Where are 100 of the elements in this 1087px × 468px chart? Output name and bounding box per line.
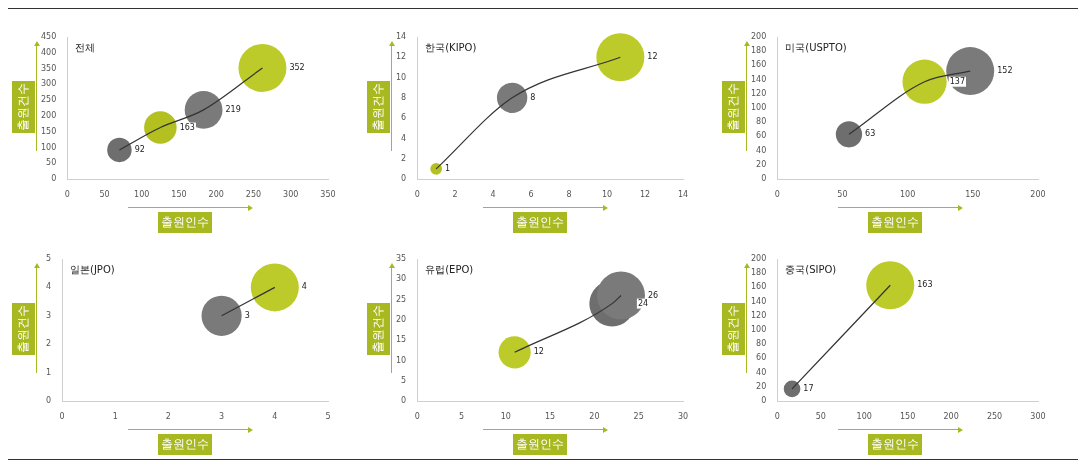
x-tick-label: 50 bbox=[99, 189, 110, 199]
x-tick-label: 30 bbox=[677, 411, 689, 421]
y-tick-label: 140 bbox=[750, 296, 767, 306]
y-tick-label: 180 bbox=[750, 46, 767, 56]
x-tick-label: 0 bbox=[774, 189, 780, 199]
y-tick-label: 0 bbox=[45, 396, 51, 406]
x-axis-title: 출원인수 bbox=[868, 212, 922, 233]
y-tick-label: 450 bbox=[40, 32, 57, 42]
x-tick-label: 200 bbox=[1030, 189, 1046, 199]
y-tick-label: 60 bbox=[756, 353, 767, 363]
data-label: 219 bbox=[225, 104, 241, 114]
data-label: 26 bbox=[647, 290, 659, 300]
data-label: 4 bbox=[301, 282, 307, 292]
y-tick-label: 120 bbox=[750, 88, 767, 98]
data-label: 3 bbox=[244, 310, 250, 320]
data-label: 12 bbox=[647, 52, 658, 62]
x-tick-label: 100 bbox=[856, 411, 872, 421]
y-tick-label: 20 bbox=[395, 314, 407, 324]
y-tick-label: 400 bbox=[40, 47, 57, 57]
y-tick-label: 8 bbox=[401, 92, 407, 102]
data-label: 12 bbox=[533, 347, 544, 357]
y-tick-label: 20 bbox=[756, 159, 767, 169]
y-tick-label: 4 bbox=[401, 133, 407, 143]
x-tick-label: 0 bbox=[64, 189, 70, 199]
y-tick-label: 2 bbox=[401, 153, 407, 163]
y-tick-label: 200 bbox=[750, 32, 767, 42]
x-tick-label: 0 bbox=[414, 189, 420, 199]
y-axis-title: 출원건수 bbox=[12, 81, 35, 133]
y-tick-label: 40 bbox=[756, 367, 767, 377]
y-tick-label: 14 bbox=[395, 32, 407, 42]
x-tick-label: 4 bbox=[272, 411, 278, 421]
y-tick-label: 40 bbox=[756, 145, 767, 155]
y-tick-label: 0 bbox=[761, 174, 767, 184]
x-tick-label: 0 bbox=[774, 411, 780, 421]
x-tick-label: 50 bbox=[837, 189, 848, 199]
data-label: 17 bbox=[803, 384, 814, 394]
x-tick-label: 350 bbox=[320, 189, 336, 199]
text: 한국(KIPO) bbox=[425, 41, 477, 53]
y-tick-label: 5 bbox=[401, 375, 407, 385]
x-tick-label: 300 bbox=[283, 189, 299, 199]
y-tick-label: 100 bbox=[750, 325, 767, 335]
y-tick-label: 5 bbox=[45, 254, 51, 264]
x-tick-label: 2 bbox=[452, 189, 458, 199]
x-tick-label: 150 bbox=[965, 189, 981, 199]
y-tick-label: 200 bbox=[750, 254, 767, 264]
x-tick-label: 0 bbox=[414, 411, 420, 421]
y-tick-label: 15 bbox=[395, 335, 407, 345]
y-tick-label: 4 bbox=[45, 282, 51, 292]
x-tick-label: 100 bbox=[134, 189, 150, 199]
x-tick-label: 100 bbox=[899, 189, 916, 199]
y-axis-title: 출원건수 bbox=[367, 81, 390, 133]
text: 전체 bbox=[75, 41, 96, 53]
data-label: 163 bbox=[179, 122, 195, 132]
y-tick-label: 140 bbox=[750, 74, 767, 84]
x-axis-title: 출원인수 bbox=[513, 212, 567, 233]
text: 미국(USPTO) bbox=[785, 41, 847, 53]
data-label: 163 bbox=[917, 280, 933, 290]
x-tick-label: 250 bbox=[986, 411, 1003, 421]
x-tick-label: 1 bbox=[112, 411, 118, 421]
x-tick-label: 5 bbox=[458, 411, 465, 421]
x-tick-label: 15 bbox=[545, 411, 556, 421]
y-axis-title: 출원건수 bbox=[367, 303, 390, 355]
data-label: 63 bbox=[865, 129, 876, 139]
x-tick-label: 14 bbox=[677, 189, 689, 199]
x-tick-label: 200 bbox=[208, 189, 224, 199]
y-tick-label: 12 bbox=[395, 52, 407, 62]
y-tick-label: 160 bbox=[750, 60, 767, 70]
x-tick-label: 4 bbox=[490, 189, 496, 199]
x-tick-label: 6 bbox=[528, 189, 534, 199]
x-tick-label: 5 bbox=[325, 411, 331, 421]
x-tick-label: 3 bbox=[219, 411, 225, 421]
data-label: 24 bbox=[637, 298, 649, 308]
text: 일본(JPO) bbox=[70, 263, 115, 275]
y-axis-title: 출원건수 bbox=[722, 81, 745, 133]
y-tick-label: 20 bbox=[756, 381, 767, 391]
x-axis-title: 출원인수 bbox=[158, 434, 212, 455]
y-tick-label: 160 bbox=[750, 282, 767, 292]
y-tick-label: 2 bbox=[45, 339, 51, 349]
data-label: 137 bbox=[949, 76, 965, 86]
y-tick-label: 300 bbox=[40, 79, 57, 89]
y-axis-title: 출원건수 bbox=[12, 303, 35, 355]
y-tick-label: 50 bbox=[46, 158, 57, 168]
x-tick-label: 0 bbox=[59, 411, 65, 421]
x-tick-label: 10 bbox=[500, 411, 511, 421]
x-tick-label: 200 bbox=[943, 411, 959, 421]
y-tick-label: 200 bbox=[40, 110, 57, 120]
x-tick-label: 50 bbox=[815, 411, 826, 421]
y-tick-label: 0 bbox=[761, 396, 767, 406]
y-tick-label: 25 bbox=[395, 294, 407, 304]
x-tick-label: 20 bbox=[589, 411, 600, 421]
x-tick-label: 10 bbox=[601, 189, 613, 199]
y-tick-label: 180 bbox=[750, 268, 767, 278]
y-tick-label: 30 bbox=[395, 274, 407, 284]
y-axis-title: 출원건수 bbox=[722, 303, 745, 355]
data-label: 92 bbox=[134, 145, 145, 155]
y-tick-label: 0 bbox=[401, 174, 407, 184]
y-tick-label: 10 bbox=[395, 355, 407, 365]
y-tick-label: 150 bbox=[40, 126, 57, 136]
text: 유럽(EPO) bbox=[425, 263, 474, 275]
x-tick-label: 150 bbox=[899, 411, 916, 421]
